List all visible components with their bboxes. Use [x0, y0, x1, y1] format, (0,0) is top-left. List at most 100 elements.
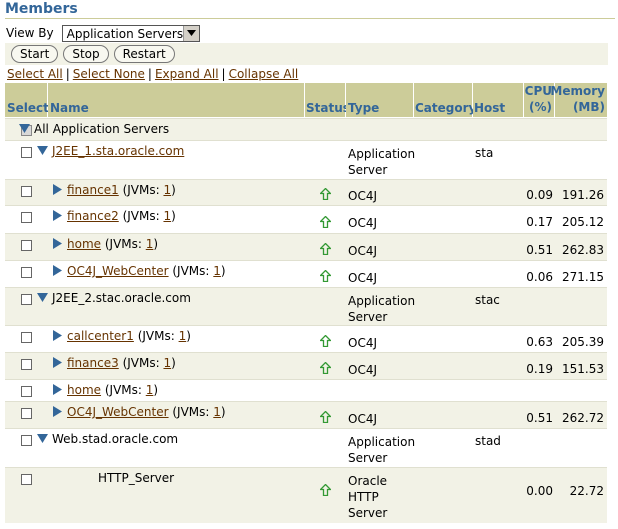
table-row: finance2 (JVMs: 1) OC4J 0.17 205.12 [5, 205, 607, 233]
row-name-cell: home (JVMs: 1) [67, 237, 158, 251]
chevron-down-icon[interactable] [182, 25, 199, 41]
tree-collapsed-icon[interactable] [52, 184, 63, 195]
row-select-checkbox[interactable] [21, 212, 32, 223]
row-select-checkbox[interactable] [21, 294, 32, 305]
member-link[interactable]: home [67, 383, 102, 397]
row-name-cell: finance2 (JVMs: 1) [67, 209, 176, 223]
member-link[interactable]: OC4J_WebCenter [67, 264, 169, 278]
tree-expanded-icon[interactable] [37, 433, 48, 444]
memory-cell: 262.72 [562, 410, 604, 425]
view-by-selected-value: Application Servers [66, 26, 184, 41]
select-all-link[interactable]: Select All [7, 67, 63, 81]
table-row: OC4J_WebCenter (JVMs: 1) OC4J 0.06 271.15 [5, 260, 607, 287]
jvms-count-link[interactable]: 1 [178, 329, 187, 343]
tree-collapsed-icon[interactable] [52, 210, 63, 221]
row-select-checkbox[interactable] [21, 267, 32, 278]
type-cell: OC4J [348, 335, 377, 350]
table-row: home (JVMs: 1) [5, 379, 607, 401]
jvms-count-link[interactable]: 1 [145, 383, 154, 397]
tree-expanded-icon[interactable] [37, 145, 48, 156]
jvms-prefix: (JVMs: [133, 329, 179, 343]
collapse-all-link[interactable]: Collapse All [228, 67, 299, 81]
status-up-icon [320, 335, 331, 347]
column-header-type: Type [346, 83, 413, 117]
stop-button[interactable]: Stop [63, 45, 109, 63]
jvms-count-link[interactable]: 1 [163, 183, 172, 197]
row-select-checkbox[interactable] [21, 474, 32, 485]
row-select-checkbox[interactable] [21, 147, 32, 158]
member-link[interactable]: finance1 [67, 183, 119, 197]
row-select-checkbox[interactable] [21, 386, 32, 397]
type-cell: OC4J [348, 270, 377, 285]
member-name: J2EE_2.stac.oracle.com [52, 291, 191, 305]
expand-all-link[interactable]: Expand All [154, 67, 219, 81]
row-name-cell: J2EE_2.stac.oracle.com [52, 291, 191, 305]
restart-button[interactable]: Restart [113, 45, 175, 63]
tree-collapsed-icon[interactable] [52, 384, 63, 395]
jvms-count-link[interactable]: 1 [213, 405, 221, 419]
jvms-prefix: (JVMs: [168, 264, 214, 278]
row-select-checkbox[interactable] [21, 186, 32, 197]
table-row: home (JVMs: 1) OC4J 0.51 262.83 [5, 233, 607, 260]
memory-cell: 205.39 [562, 334, 604, 349]
member-name: All Application Servers [34, 122, 170, 136]
row-select-checkbox[interactable] [21, 359, 32, 370]
member-link[interactable]: finance2 [67, 209, 119, 223]
row-name-cell: Web.stad.oracle.com [52, 432, 178, 446]
tree-collapsed-icon[interactable] [52, 357, 63, 368]
table-row: finance3 (JVMs: 1) OC4J 0.19 151.53 [5, 352, 607, 379]
memory-cell: 262.83 [562, 242, 604, 257]
cpu-cell: 0.17 [526, 215, 553, 229]
member-link[interactable]: OC4J_WebCenter [67, 405, 169, 419]
member-link[interactable]: finance3 [67, 356, 119, 370]
type-cell: OC4J [348, 189, 377, 203]
jvms-count-link[interactable]: 1 [145, 237, 154, 251]
tree-collapsed-icon[interactable] [52, 238, 63, 249]
type-cell: OC4J [348, 216, 377, 230]
table-row: J2EE_2.stac.oracle.com Application Server… [5, 287, 607, 325]
status-up-icon [320, 216, 331, 228]
jvms-prefix: (JVMs: [118, 356, 164, 370]
status-up-icon [320, 484, 331, 496]
column-header-name: Name [48, 83, 304, 117]
type-cell: Oracle HTTP Server [348, 474, 388, 520]
view-by-select[interactable]: Application Servers [61, 24, 200, 42]
cpu-cell: 0.19 [526, 361, 553, 376]
cpu-cell: 0.51 [526, 410, 553, 425]
status-up-icon [320, 188, 331, 200]
member-link[interactable]: home [67, 237, 102, 251]
column-header-memory: Memory (MB) [550, 83, 607, 117]
jvms-count-link[interactable]: 1 [163, 356, 172, 370]
column-header-category: Category [414, 83, 476, 117]
tree-collapsed-icon[interactable] [52, 265, 63, 276]
tree-expanded-icon[interactable] [37, 292, 48, 303]
table-row: HTTP_Server Oracle HTTP Server 0.00 22.72 [5, 467, 607, 523]
jvms-suffix: ) [220, 405, 226, 419]
jvms-count-link[interactable]: 1 [163, 209, 172, 223]
jvms-count-link[interactable]: 1 [213, 264, 221, 278]
select-none-link[interactable]: Select None [72, 67, 145, 81]
row-select-checkbox[interactable] [21, 408, 32, 419]
start-button[interactable]: Start [11, 45, 59, 63]
member-link[interactable]: callcenter1 [67, 329, 134, 343]
row-select-checkbox[interactable] [21, 435, 32, 446]
tree-collapsed-icon[interactable] [52, 406, 63, 417]
row-select-checkbox[interactable] [21, 332, 32, 343]
tree-expanded-icon[interactable] [19, 123, 30, 134]
jvms-prefix: (JVMs: [118, 209, 164, 223]
memory-cell: 151.53 [562, 361, 604, 376]
row-name-cell: home (JVMs: 1) [67, 383, 158, 397]
table-row: finance1 (JVMs: 1) OC4J 0.09 191.26 [5, 179, 607, 205]
member-link[interactable]: J2EE_1.sta.oracle.com [52, 144, 185, 158]
jvms-suffix: ) [220, 264, 226, 278]
status-up-icon [320, 362, 331, 374]
cpu-cell: 0.51 [526, 242, 553, 257]
jvms-suffix: ) [153, 237, 159, 251]
row-select-checkbox[interactable] [21, 240, 32, 251]
table-row: OC4J_WebCenter (JVMs: 1) OC4J 0.51 262.72 [5, 401, 607, 428]
type-cell: OC4J [348, 362, 377, 377]
status-up-icon [320, 411, 331, 423]
status-up-icon [320, 243, 331, 255]
tree-collapsed-icon[interactable] [52, 330, 63, 341]
jvms-prefix: (JVMs: [101, 383, 146, 397]
